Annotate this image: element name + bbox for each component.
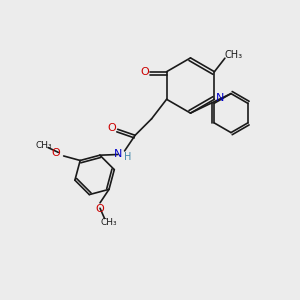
- Text: CH₃: CH₃: [101, 218, 117, 227]
- Text: O: O: [140, 67, 149, 77]
- Text: O: O: [107, 123, 116, 133]
- Text: CH₃: CH₃: [35, 141, 52, 150]
- Text: O: O: [95, 204, 104, 214]
- Text: N: N: [216, 93, 224, 103]
- Text: H: H: [124, 152, 131, 163]
- Text: CH₃: CH₃: [224, 50, 242, 60]
- Text: O: O: [51, 148, 60, 158]
- Text: N: N: [114, 149, 122, 160]
